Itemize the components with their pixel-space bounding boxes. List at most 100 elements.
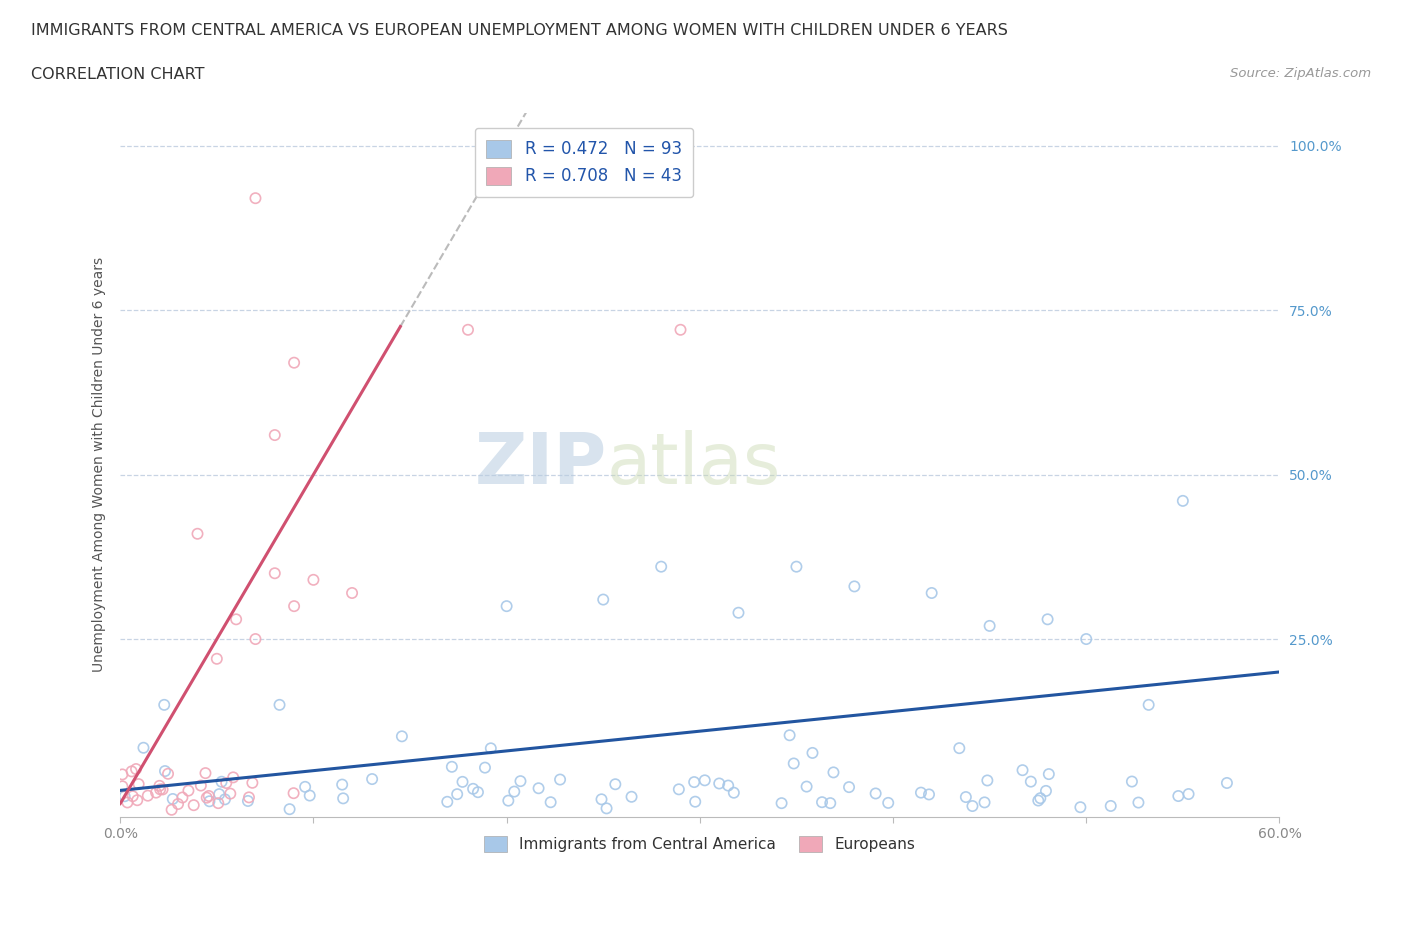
Point (121, 764, 143, 778)
Text: ZIP: ZIP (475, 431, 607, 499)
Point (167, 797, 190, 812)
Point (548, 772, 571, 787)
Y-axis label: Unemployment Among Women with Children Under 6 years: Unemployment Among Women with Children U… (93, 257, 107, 672)
Point (865, 786, 887, 801)
Point (446, 787, 468, 802)
Point (157, 766, 180, 781)
Point (801, 746, 824, 761)
Text: CORRELATION CHART: CORRELATION CHART (31, 67, 204, 82)
Point (298, 788, 321, 803)
Point (1171, 494, 1194, 509)
Point (1121, 774, 1143, 789)
Point (238, 790, 260, 804)
Point (591, 791, 613, 806)
Point (236, 793, 259, 808)
Point (1076, 631, 1098, 646)
Point (208, 787, 231, 802)
Point (669, 323, 692, 338)
Point (215, 776, 238, 790)
Point (823, 765, 845, 780)
Point (838, 779, 860, 794)
Point (1035, 783, 1057, 798)
Point (211, 775, 233, 790)
Point (128, 777, 150, 791)
Point (278, 802, 301, 817)
Point (1167, 789, 1189, 804)
Point (153, 764, 176, 778)
Point (127, 792, 149, 807)
Point (283, 786, 305, 801)
Point (723, 785, 745, 800)
Point (877, 795, 900, 810)
Point (117, 795, 139, 810)
Point (1019, 774, 1042, 789)
Point (1099, 799, 1122, 814)
Point (451, 775, 474, 790)
Point (294, 779, 316, 794)
Point (1011, 763, 1033, 777)
Point (1177, 787, 1199, 802)
Point (668, 782, 690, 797)
Point (979, 618, 1001, 633)
Point (149, 782, 172, 797)
Point (172, 790, 194, 805)
Point (283, 355, 305, 370)
Point (183, 798, 205, 813)
Point (457, 323, 479, 338)
Point (650, 559, 672, 574)
Point (973, 795, 995, 810)
Point (1216, 776, 1239, 790)
Point (194, 765, 217, 780)
Point (595, 801, 617, 816)
Text: atlas: atlas (607, 431, 782, 499)
Point (540, 795, 562, 810)
Point (132, 740, 155, 755)
Point (727, 605, 749, 620)
Point (910, 785, 932, 800)
Point (197, 789, 219, 804)
Point (709, 776, 731, 790)
Point (361, 772, 384, 787)
Point (811, 795, 834, 810)
Point (125, 762, 148, 777)
Point (820, 796, 842, 811)
Point (527, 781, 550, 796)
Point (783, 756, 806, 771)
Point (779, 728, 801, 743)
Point (222, 770, 245, 785)
Point (225, 612, 247, 627)
Point (498, 793, 520, 808)
Point (921, 586, 943, 601)
Point (111, 767, 134, 782)
Point (207, 796, 229, 811)
Point (770, 796, 793, 811)
Legend: Immigrants from Central America, Europeans: Immigrants from Central America, Europea… (478, 830, 921, 858)
Point (717, 778, 740, 793)
Point (605, 777, 627, 791)
Point (153, 698, 176, 712)
Point (302, 572, 325, 587)
Point (1026, 793, 1049, 808)
Point (440, 760, 463, 775)
Point (340, 586, 363, 601)
Point (955, 790, 977, 804)
Point (463, 781, 485, 796)
Point (844, 579, 866, 594)
Point (136, 789, 159, 804)
Point (948, 740, 970, 755)
Point (1029, 790, 1052, 805)
Point (214, 792, 236, 807)
Point (162, 791, 184, 806)
Point (205, 651, 228, 666)
Point (190, 778, 212, 793)
Point (683, 775, 706, 790)
Point (245, 631, 267, 646)
Point (195, 790, 218, 805)
Point (152, 782, 174, 797)
Point (962, 799, 984, 814)
Point (495, 599, 517, 614)
Point (1069, 800, 1091, 815)
Point (391, 729, 413, 744)
Point (509, 774, 531, 789)
Point (976, 773, 998, 788)
